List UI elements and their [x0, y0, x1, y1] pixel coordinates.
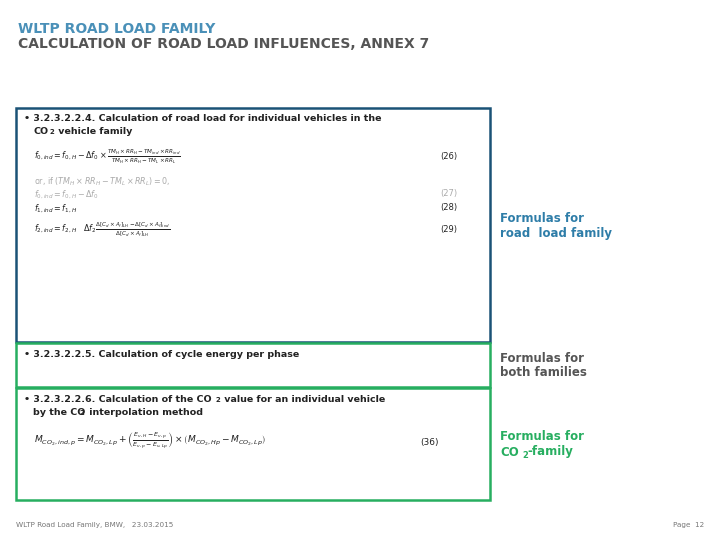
Text: 2: 2	[522, 451, 528, 461]
Text: Formulas for: Formulas for	[500, 430, 584, 443]
Text: 2: 2	[80, 410, 85, 416]
Text: $f_{0,ind} = f_{0,H} - \Delta f_0$: $f_{0,ind} = f_{0,H} - \Delta f_0$	[34, 189, 99, 201]
Text: CO: CO	[500, 446, 518, 458]
Text: (27): (27)	[440, 189, 457, 198]
Text: value for an individual vehicle: value for an individual vehicle	[221, 395, 385, 404]
Text: (26): (26)	[440, 152, 457, 161]
Text: by the CO: by the CO	[33, 408, 86, 417]
Text: CO: CO	[33, 127, 48, 136]
Text: Formulas for: Formulas for	[500, 212, 584, 225]
Text: • 3.2.3.2.2.4. Calculation of road load for individual vehicles in the: • 3.2.3.2.2.4. Calculation of road load …	[24, 114, 382, 123]
Bar	[16, 388, 490, 500]
Text: 2: 2	[50, 129, 55, 135]
Text: both families: both families	[500, 367, 587, 380]
Text: $f_{1,ind} = f_{1,H}$: $f_{1,ind} = f_{1,H}$	[34, 203, 77, 215]
Text: (28): (28)	[440, 203, 457, 212]
Text: Page  12: Page 12	[672, 522, 704, 528]
Bar	[16, 108, 490, 342]
Text: 2: 2	[215, 397, 220, 403]
Bar	[16, 343, 490, 387]
Text: vehicle family: vehicle family	[55, 127, 132, 136]
Text: CALCULATION OF ROAD LOAD INFLUENCES, ANNEX 7: CALCULATION OF ROAD LOAD INFLUENCES, ANN…	[18, 37, 429, 51]
Text: Formulas for: Formulas for	[500, 352, 584, 365]
Text: -family: -family	[527, 446, 573, 458]
Text: interpolation method: interpolation method	[86, 408, 203, 417]
Text: WLTP Road Load Family, BMW,   23.03.2015: WLTP Road Load Family, BMW, 23.03.2015	[16, 522, 174, 528]
Text: or, if $(TM_H \times RR_H - TM_L \times RR_L) = 0,$: or, if $(TM_H \times RR_H - TM_L \times …	[34, 176, 171, 188]
Text: • 3.2.3.2.2.6. Calculation of the CO: • 3.2.3.2.2.6. Calculation of the CO	[24, 395, 212, 404]
Text: $f_{2,ind} = f_{2,H} \quad \Delta f_2 \frac{\Delta[C_d \times A_f]_{LH} - \Delta: $f_{2,ind} = f_{2,H} \quad \Delta f_2 \f…	[34, 221, 170, 239]
Text: WLTP ROAD LOAD FAMILY: WLTP ROAD LOAD FAMILY	[18, 22, 215, 36]
Text: (36): (36)	[420, 438, 438, 447]
Text: • 3.2.3.2.2.5. Calculation of cycle energy per phase: • 3.2.3.2.2.5. Calculation of cycle ener…	[24, 350, 300, 359]
Text: $M_{CO_2,ind,p} = M_{CO_2,Lp} + \left(\frac{E_{v,H}-E_{v,p}}{E_{v,p}-E_{v,Lp}}\r: $M_{CO_2,ind,p} = M_{CO_2,Lp} + \left(\f…	[34, 430, 266, 451]
Text: $f_{0,ind} = f_{0,H} - \Delta f_0 \times \frac{TM_H \times RR_H - TM_{ind} \time: $f_{0,ind} = f_{0,H} - \Delta f_0 \times…	[34, 148, 181, 166]
Text: (29): (29)	[440, 225, 457, 234]
Text: road  load family: road load family	[500, 226, 612, 240]
